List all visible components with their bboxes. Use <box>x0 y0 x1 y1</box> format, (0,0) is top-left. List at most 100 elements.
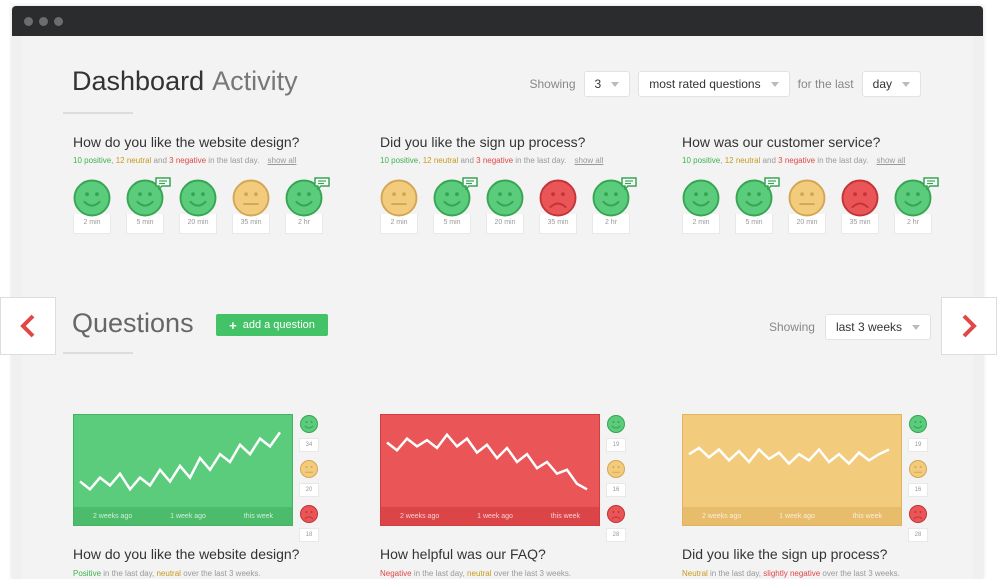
summary-and: and <box>460 156 474 165</box>
comment-bubble-icon[interactable] <box>313 176 331 190</box>
chevron-down-icon <box>912 324 920 330</box>
question-card: 2 weeks ago 1 week ago this week 19 16 2… <box>682 414 982 578</box>
response-time: 35 min <box>232 214 270 234</box>
summary-suffix: in the last day. <box>208 156 260 165</box>
face-response[interactable]: 20 min <box>788 179 826 234</box>
chevron-down-icon <box>902 81 910 87</box>
happy-count-item: 34 <box>299 414 319 459</box>
sad-face-icon <box>539 179 577 217</box>
positive-count: 10 positive <box>682 156 721 165</box>
face-row: 2 min 5 min 20 min 35 min <box>682 177 972 234</box>
window-close-dot[interactable] <box>24 17 33 26</box>
face-response[interactable]: 5 min <box>126 177 171 234</box>
summary-text: over the last 3 weeks. <box>183 569 261 578</box>
trend-polyline <box>79 431 282 492</box>
chart-x-axis: 2 weeks ago 1 week ago this week <box>74 507 292 525</box>
face-response[interactable]: 5 min <box>433 177 478 234</box>
questions-filters: Showing last 3 weeks <box>769 314 931 340</box>
face-response[interactable]: 35 min <box>539 179 577 234</box>
activity-summary: 10 positive, 12 neutral and 3 negative i… <box>73 156 363 165</box>
question-title[interactable]: How helpful was our FAQ? <box>380 546 546 562</box>
trend-polyline <box>386 432 588 491</box>
recent-sentiment: Negative <box>380 569 412 578</box>
window-maximize-dot[interactable] <box>54 17 63 26</box>
happy-face-icon <box>908 414 928 439</box>
show-all-link[interactable]: show all <box>267 156 297 165</box>
happy-face-icon <box>606 414 626 439</box>
period-value: day <box>872 77 892 91</box>
summary-text: over the last 3 weeks. <box>493 569 572 578</box>
question-card: 2 weeks ago 1 week ago this week 19 16 2… <box>380 414 680 578</box>
face-response[interactable]: 2 min <box>682 179 720 234</box>
question-summary: Neutral in the last day, slightly negati… <box>682 569 982 578</box>
sad-count: 18 <box>299 528 319 542</box>
face-response[interactable]: 2 hr <box>285 177 330 234</box>
negative-count: 3 negative <box>476 156 514 165</box>
happy-face-icon <box>285 179 323 217</box>
plus-icon: + <box>229 317 237 333</box>
neutral-count-item: 16 <box>908 459 928 504</box>
response-time: 35 min <box>539 214 577 234</box>
count-select[interactable]: 3 <box>583 71 631 97</box>
happy-face-icon <box>299 414 319 439</box>
sad-face-icon <box>606 504 626 529</box>
comment-bubble-icon[interactable] <box>461 176 479 190</box>
mood-counts: 19 16 28 <box>908 414 928 549</box>
question-title[interactable]: Did you like the sign up process? <box>682 546 888 562</box>
face-response[interactable]: 35 min <box>841 179 879 234</box>
comment-bubble-icon[interactable] <box>763 176 781 190</box>
positive-count: 10 positive <box>380 156 419 165</box>
happy-face-icon <box>179 179 217 217</box>
face-response[interactable]: 2 min <box>73 179 111 234</box>
sort-select[interactable]: most rated questions <box>638 71 790 97</box>
neutral-count: 12 neutral <box>422 156 459 165</box>
face-response[interactable]: 2 min <box>380 179 418 234</box>
showing-label: Showing <box>529 77 576 91</box>
face-response[interactable]: 35 min <box>232 179 270 234</box>
add-question-button[interactable]: + add a question <box>216 314 328 336</box>
comment-bubble-icon[interactable] <box>620 176 638 190</box>
trend-chart[interactable]: 2 weeks ago 1 week ago this week <box>73 414 293 526</box>
next-button[interactable] <box>941 297 997 355</box>
response-time: 2 hr <box>592 214 630 234</box>
face-response[interactable]: 2 hr <box>894 177 939 234</box>
range-select[interactable]: last 3 weeks <box>824 314 931 340</box>
response-time: 20 min <box>788 214 826 234</box>
neutral-count: 16 <box>606 483 626 497</box>
recent-sentiment: Positive <box>73 569 102 578</box>
trend-chart[interactable]: 2 weeks ago 1 week ago this week <box>380 414 600 526</box>
questions-title: Questions <box>72 308 194 338</box>
face-response[interactable]: 2 hr <box>592 177 637 234</box>
happy-face-icon <box>682 179 720 217</box>
x-tick: 1 week ago <box>477 512 513 520</box>
trend-chart[interactable]: 2 weeks ago 1 week ago this week <box>682 414 902 526</box>
x-tick: 1 week ago <box>779 512 815 520</box>
prev-button[interactable] <box>0 297 56 355</box>
face-response[interactable]: 20 min <box>179 179 217 234</box>
question-title[interactable]: How do you like the website design? <box>73 546 300 562</box>
sad-count: 28 <box>908 528 928 542</box>
x-tick: 1 week ago <box>170 512 206 520</box>
question-card: 2 weeks ago 1 week ago this week 34 20 1… <box>73 414 373 578</box>
show-all-link[interactable]: show all <box>574 156 604 165</box>
comment-bubble-icon[interactable] <box>154 176 172 190</box>
trend-line <box>79 431 282 492</box>
face-response[interactable]: 5 min <box>735 177 780 234</box>
period-sentiment: neutral <box>156 569 181 578</box>
show-all-link[interactable]: show all <box>876 156 906 165</box>
x-tick: this week <box>243 512 274 520</box>
summary-text: in the last day, <box>413 569 465 578</box>
period-sentiment: neutral <box>467 569 492 578</box>
comment-bubble-icon[interactable] <box>922 176 940 190</box>
question-summary: Positive in the last day, neutral over t… <box>73 569 373 578</box>
window-minimize-dot[interactable] <box>39 17 48 26</box>
x-tick: 2 weeks ago <box>399 512 440 520</box>
summary-comma: , <box>720 156 723 165</box>
recent-sentiment: Neutral <box>682 569 708 578</box>
neutral-count: 12 neutral <box>115 156 152 165</box>
questions-showing-label: Showing <box>768 320 815 334</box>
summary-text: over the last 3 weeks. <box>822 569 900 578</box>
period-select[interactable]: day <box>861 71 921 97</box>
face-response[interactable]: 20 min <box>486 179 524 234</box>
summary-suffix: in the last day. <box>515 156 567 165</box>
